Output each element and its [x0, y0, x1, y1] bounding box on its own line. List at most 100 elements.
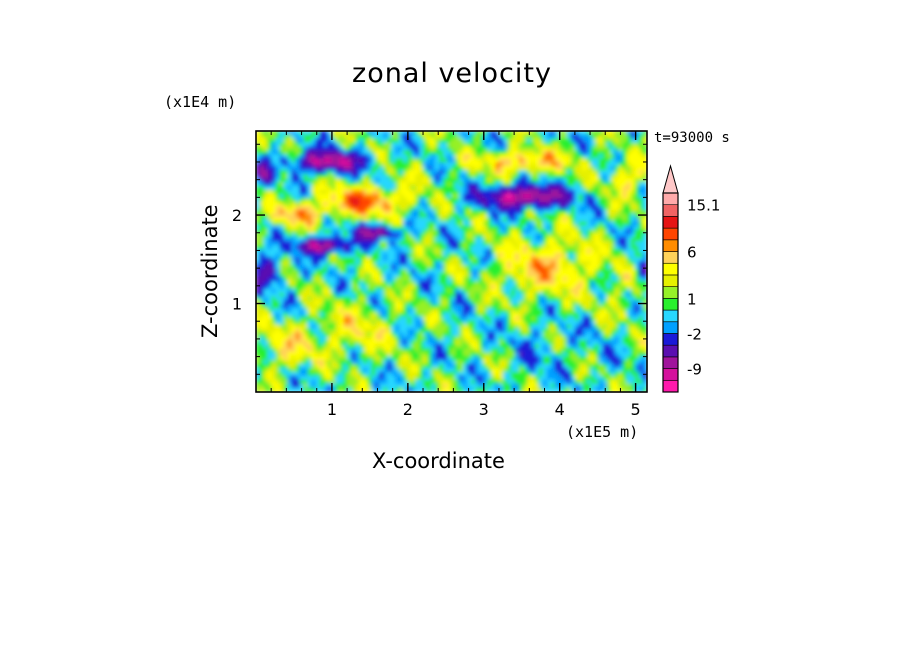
field-cell	[586, 162, 592, 167]
field-cell	[483, 197, 488, 203]
field-cell	[491, 320, 496, 326]
field-cell	[618, 269, 624, 274]
field-cell	[259, 134, 265, 140]
field-cell	[407, 280, 412, 286]
field-cell	[256, 146, 261, 152]
field-cell	[467, 328, 472, 334]
field-cell	[403, 205, 409, 211]
field-cell	[622, 162, 628, 167]
field-cell	[403, 233, 409, 239]
field-cell	[439, 193, 444, 199]
field-cell	[626, 300, 632, 306]
field-cell	[327, 257, 333, 262]
field-cell	[582, 201, 588, 207]
field-cell	[319, 174, 325, 179]
field-cell	[323, 131, 329, 136]
field-cell	[256, 197, 261, 203]
field-cell	[371, 154, 377, 160]
field-cell	[323, 201, 329, 207]
field-cell	[475, 166, 480, 171]
field-cell	[343, 134, 349, 140]
field-cell	[291, 296, 297, 302]
field-cell	[487, 193, 492, 199]
field-cell	[327, 304, 333, 310]
field-cell	[614, 257, 620, 262]
field-cell	[626, 237, 632, 243]
field-cell	[315, 142, 321, 148]
field-cell	[323, 221, 329, 227]
field-cell	[542, 142, 548, 148]
field-cell	[439, 320, 444, 326]
field-cell	[554, 288, 560, 294]
field-cell	[602, 197, 608, 203]
field-cell	[542, 146, 548, 152]
field-cell	[443, 197, 448, 203]
field-cell	[483, 189, 488, 195]
field-cell	[618, 182, 624, 187]
field-cell	[427, 320, 432, 326]
field-cell	[642, 209, 647, 215]
field-cell	[291, 253, 297, 258]
field-cell	[479, 142, 484, 148]
field-cell	[622, 320, 628, 326]
field-cell	[498, 300, 504, 306]
field-cell	[494, 253, 500, 258]
field-cell	[291, 269, 297, 274]
field-cell	[279, 162, 285, 167]
field-cell	[439, 280, 444, 286]
field-cell	[391, 320, 397, 326]
field-cell	[375, 272, 381, 278]
field-cell	[614, 241, 620, 247]
field-cell	[558, 284, 564, 290]
field-cell	[267, 237, 273, 243]
field-cell	[602, 249, 608, 254]
field-cell	[463, 300, 468, 306]
field-cell	[514, 174, 520, 179]
field-cell	[331, 142, 337, 148]
field-cell	[479, 276, 484, 282]
field-cell	[315, 241, 321, 247]
field-cell	[514, 209, 520, 215]
field-cell	[335, 288, 341, 294]
field-cell	[323, 233, 329, 239]
field-cell	[502, 174, 508, 179]
field-cell	[487, 276, 492, 282]
field-cell	[642, 312, 647, 318]
field-cell	[299, 276, 305, 282]
field-cell	[311, 154, 317, 160]
field-cell	[494, 131, 500, 136]
field-cell	[514, 233, 520, 239]
field-cell	[622, 182, 628, 187]
field-cell	[558, 131, 564, 136]
field-cell	[498, 189, 504, 195]
field-cell	[550, 284, 556, 290]
field-cell	[494, 269, 500, 274]
field-cell	[427, 131, 432, 136]
field-cell	[319, 217, 325, 223]
field-cell	[267, 312, 273, 318]
field-cell	[562, 257, 568, 262]
field-cell	[439, 166, 444, 171]
field-cell	[618, 253, 624, 258]
field-cell	[518, 229, 524, 235]
field-cell	[335, 209, 341, 215]
field-cell	[578, 134, 584, 140]
field-cell	[502, 134, 508, 140]
field-cell	[415, 288, 420, 294]
field-cell	[483, 324, 488, 330]
field-cell	[642, 213, 647, 219]
field-cell	[614, 209, 620, 215]
field-cell	[570, 257, 576, 262]
field-cell	[566, 300, 572, 306]
field-cell	[447, 213, 452, 219]
field-cell	[526, 170, 532, 175]
field-cell	[518, 154, 524, 160]
field-cell	[443, 241, 448, 247]
field-cell	[542, 158, 548, 164]
field-cell	[303, 146, 309, 152]
field-cell	[347, 142, 353, 148]
field-cell	[395, 229, 401, 235]
field-cell	[371, 229, 377, 235]
field-cell	[351, 284, 357, 290]
field-cell	[403, 138, 409, 144]
